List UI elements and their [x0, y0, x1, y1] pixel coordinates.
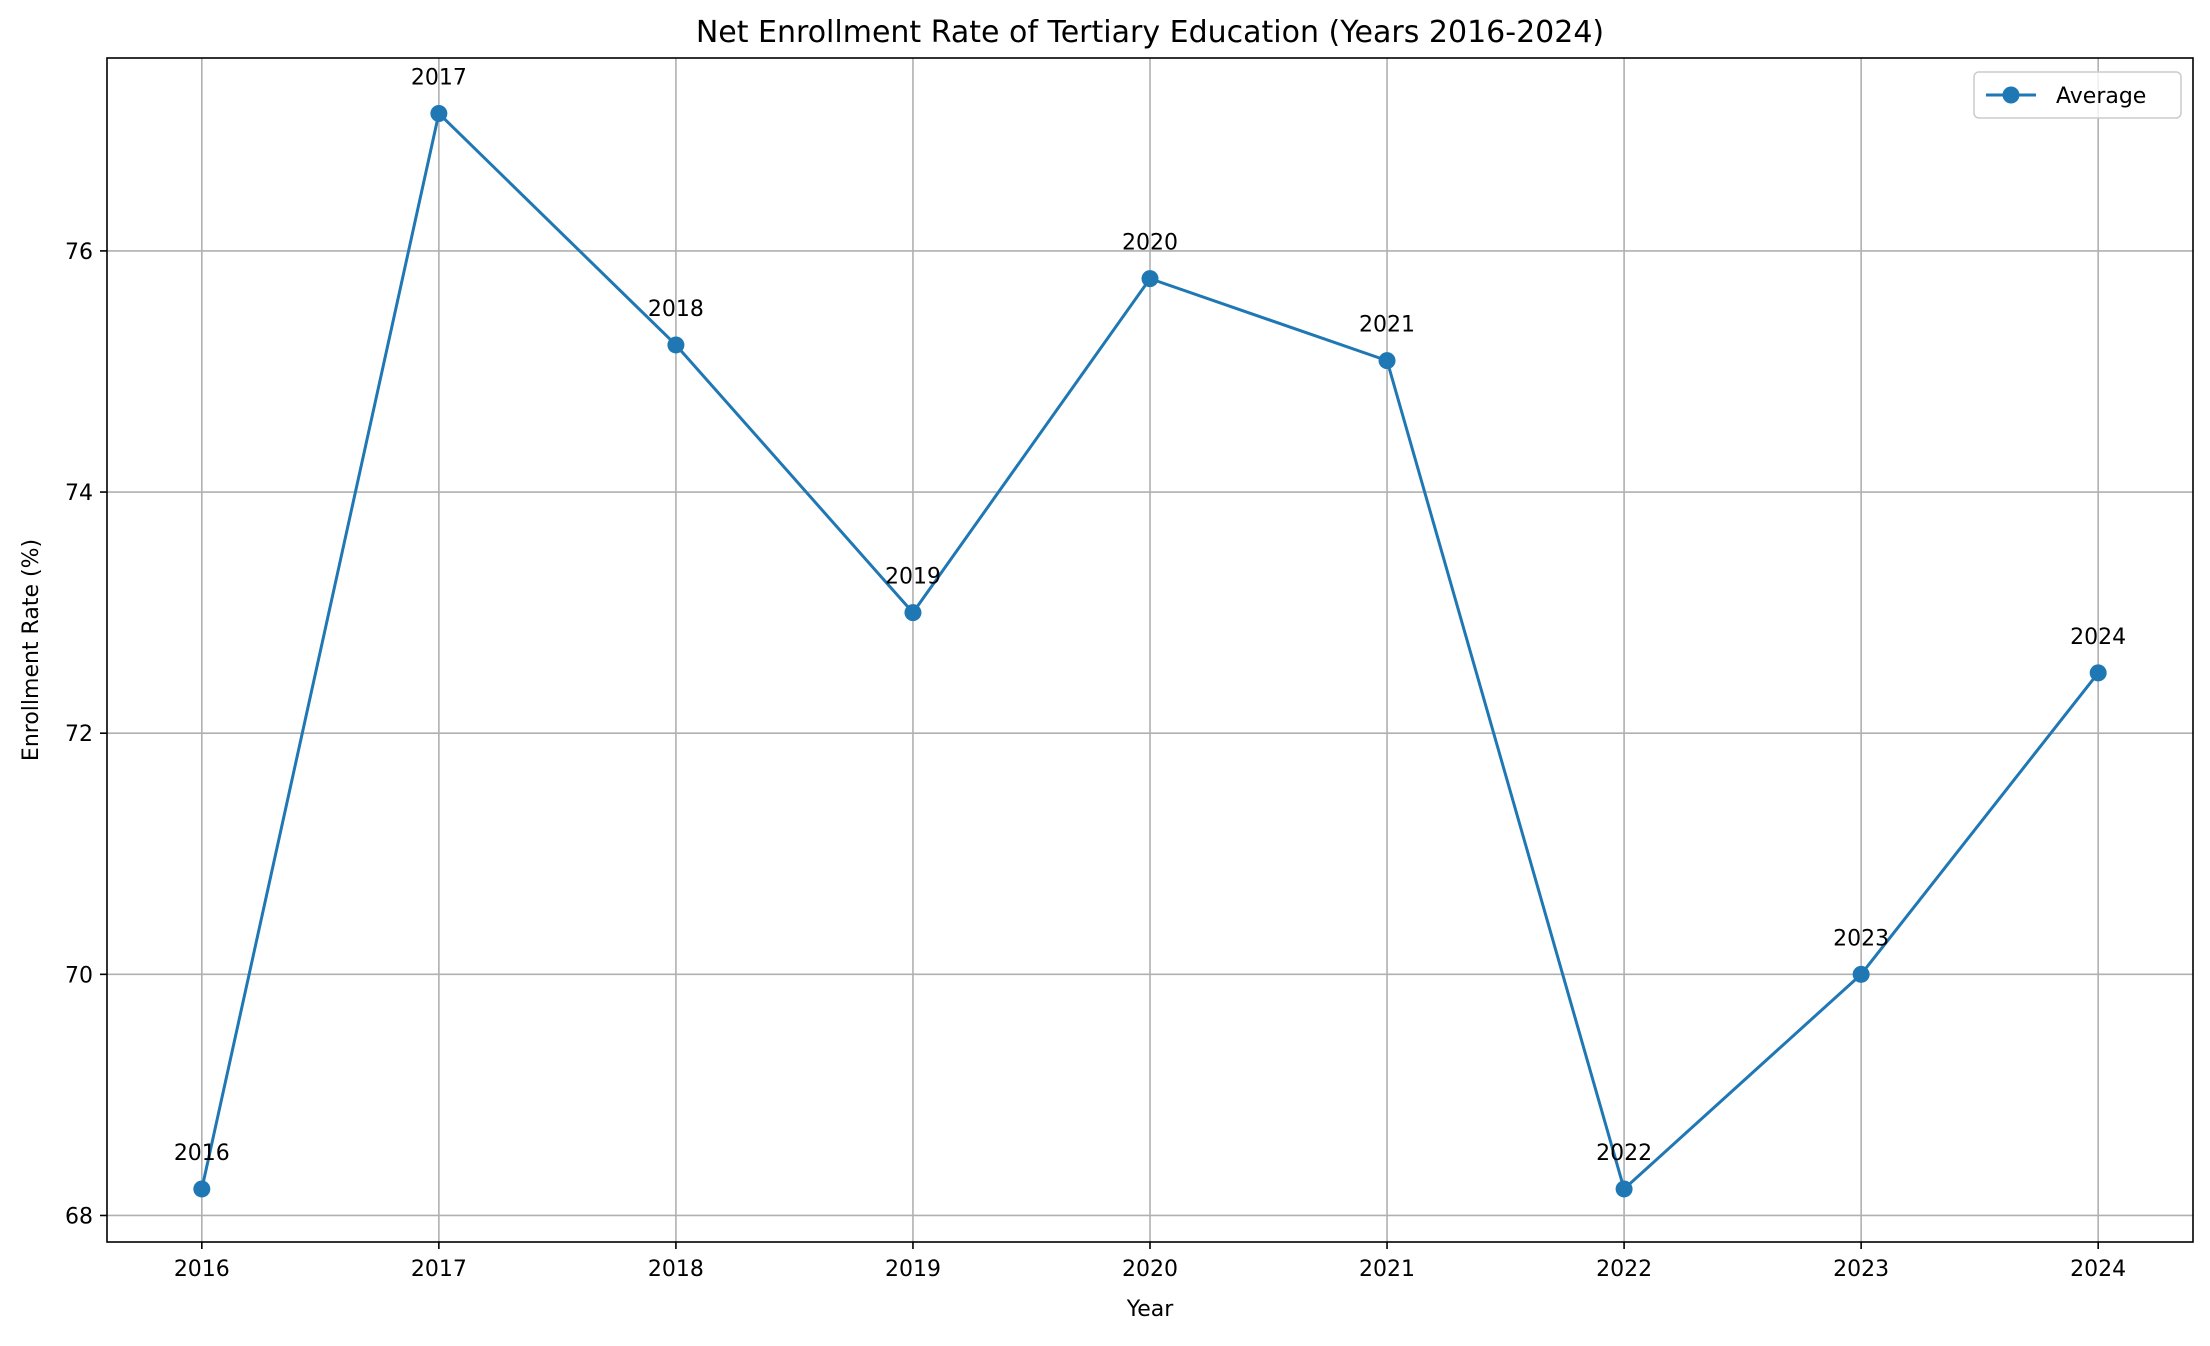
data-point-label: 2019	[885, 565, 941, 590]
data-point	[667, 336, 685, 354]
x-tick-label: 2022	[1596, 1257, 1652, 1282]
data-point	[1141, 270, 1159, 288]
y-axis-title: Enrollment Rate (%)	[19, 539, 44, 761]
data-point	[430, 104, 448, 122]
legend-marker-sample	[2002, 86, 2020, 104]
point-labels: 2016 2017 2018 2019 2020 2021 2022 2023 2024	[174, 65, 2126, 1165]
y-tick-label: 70	[65, 963, 93, 988]
data-point-label: 2021	[1359, 313, 1415, 338]
data-point-label: 2018	[648, 297, 704, 322]
x-tick-label: 2021	[1359, 1257, 1415, 1282]
x-tick-label: 2017	[411, 1257, 467, 1282]
x-tick-label: 2018	[648, 1257, 704, 1282]
chart-title: Net Enrollment Rate of Tertiary Educatio…	[696, 15, 1604, 50]
data-point-label: 2017	[411, 65, 467, 90]
data-point-label: 2022	[1596, 1141, 1652, 1166]
data-point	[193, 1180, 211, 1198]
x-tick-label: 2016	[174, 1257, 230, 1282]
legend: Average	[1973, 71, 2182, 119]
y-axis: 68 70 72 74 76	[65, 240, 107, 1229]
y-tick-label: 74	[65, 481, 93, 506]
x-tick-label: 2023	[1833, 1257, 1889, 1282]
x-tick-label: 2024	[2070, 1257, 2126, 1282]
data-point	[1852, 965, 1870, 983]
data-point	[904, 604, 922, 622]
series-layer	[193, 104, 2107, 1198]
data-point-label: 2020	[1122, 231, 1178, 256]
data-point	[1378, 352, 1396, 370]
x-axis-title: Year	[1126, 1297, 1175, 1322]
x-tick-label: 2019	[885, 1257, 941, 1282]
legend-label: Average	[2056, 84, 2146, 109]
y-tick-label: 72	[65, 722, 93, 747]
data-point	[2089, 664, 2107, 682]
data-point	[1615, 1180, 1633, 1198]
legend-box	[1973, 71, 2182, 119]
y-tick-label: 68	[65, 1204, 93, 1229]
data-point-label: 2023	[1833, 926, 1889, 951]
y-tick-label: 76	[65, 240, 93, 265]
data-point-label: 2024	[2070, 625, 2126, 650]
data-point-label: 2016	[174, 1141, 230, 1166]
x-axis: 2016 2017 2018 2019 2020 2021 2022 2023 2024	[174, 1242, 2126, 1282]
grid-lines	[107, 58, 2193, 1242]
x-tick-label: 2020	[1122, 1257, 1178, 1282]
